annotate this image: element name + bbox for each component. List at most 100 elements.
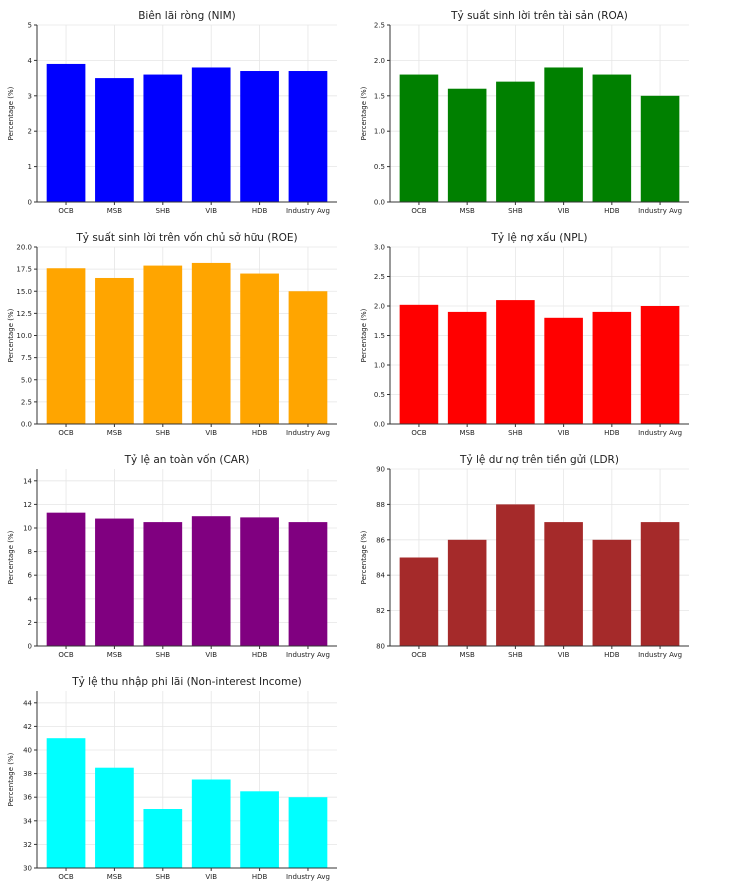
x-tick-label: SHB (156, 207, 171, 215)
bar-ocb (46, 512, 86, 646)
chart-1: 0 1 2 3 4 5 OCB MSB SHB VIB HDB Industry Avg Biên lã… (7, 10, 337, 215)
x-tick-label: Industry Avg (638, 429, 682, 437)
bar-vib (191, 262, 231, 424)
bar-industry-avg (640, 306, 680, 424)
y-tick-label: 44 (23, 699, 32, 707)
bar-msb (447, 539, 487, 646)
chart-title: Tỷ lệ thu nhập phi lãi (Non-interest Inc… (71, 676, 302, 688)
bar-ocb (399, 557, 439, 646)
y-tick-label: 0.0 (21, 421, 32, 429)
bar-msb (447, 88, 487, 202)
chart-title: Tỷ lệ nợ xấu (NPL) (491, 232, 588, 244)
x-tick-label: OCB (58, 651, 73, 659)
x-tick-label: Industry Avg (638, 651, 682, 659)
y-axis-label: Percentage (%) (360, 308, 368, 362)
x-tick-label: HDB (252, 873, 268, 881)
bar-msb (447, 311, 487, 424)
bar-shb (496, 504, 535, 646)
bar-vib (544, 317, 583, 424)
x-tick-label: MSB (460, 207, 475, 215)
chart-title: Tỷ suất sinh lời trên tài sản (ROA) (450, 10, 628, 22)
bar-hdb (592, 311, 632, 424)
y-tick-label: 34 (23, 817, 32, 825)
y-tick-label: 42 (23, 723, 32, 731)
bar-shb (496, 81, 535, 202)
y-tick-label: 82 (376, 607, 385, 615)
y-tick-label: 80 (376, 643, 385, 651)
bar-vib (191, 67, 231, 202)
y-tick-label: 4 (28, 57, 33, 65)
y-tick-label: 10.0 (16, 332, 32, 340)
y-tick-label: 0.0 (374, 199, 385, 207)
bar-vib (191, 516, 231, 646)
x-tick-label: SHB (508, 651, 523, 659)
bar-hdb (240, 517, 279, 646)
chart-3: 0.0 2.5 5.0 7.5 10.0 12.5 15.0 17.5 20.0 OCB MSB SH… (7, 232, 337, 437)
y-tick-label: 3 (28, 92, 32, 100)
y-tick-label: 8 (28, 548, 32, 556)
y-axis-label: Percentage (%) (360, 86, 368, 140)
x-tick-label: HDB (252, 651, 268, 659)
y-axis-label: Percentage (%) (360, 530, 368, 584)
x-tick-label: SHB (508, 207, 523, 215)
y-tick-label: 12.5 (16, 310, 32, 318)
y-tick-label: 2.5 (21, 398, 32, 406)
bar-shb (143, 522, 183, 646)
chart-title: Tỷ suất sinh lời trên vốn chủ sở hữu (RO… (75, 232, 297, 244)
x-tick-label: SHB (508, 429, 523, 437)
chart-6: 80 82 84 86 88 90 OCB MSB SHB VIB HDB Industry Avg T… (360, 454, 689, 659)
x-tick-label: OCB (58, 207, 73, 215)
bar-industry-avg (640, 522, 680, 646)
bar-industry-avg (288, 797, 328, 868)
x-tick-label: Industry Avg (286, 651, 330, 659)
y-axis-label: Percentage (%) (7, 752, 15, 806)
y-tick-label: 4 (28, 595, 33, 603)
y-tick-label: 2.0 (374, 303, 385, 311)
x-tick-label: VIB (205, 207, 217, 215)
bar-ocb (46, 268, 86, 424)
y-tick-label: 40 (23, 747, 32, 755)
x-tick-label: MSB (107, 429, 122, 437)
x-tick-label: MSB (107, 651, 122, 659)
bar-msb (95, 518, 134, 646)
y-tick-label: 2.0 (374, 57, 385, 65)
x-tick-label: VIB (205, 873, 217, 881)
y-tick-label: 90 (376, 466, 385, 474)
chart-7: 30 32 34 36 38 40 42 44 OCB MSB SHB VIB HDB Industry … (7, 676, 337, 881)
y-tick-label: 2 (28, 619, 32, 627)
y-tick-label: 0 (28, 199, 32, 207)
y-tick-label: 0 (28, 643, 32, 651)
bar-hdb (592, 539, 632, 646)
x-tick-label: VIB (558, 429, 570, 437)
y-tick-label: 30 (23, 865, 32, 873)
y-tick-label: 84 (376, 572, 385, 580)
y-tick-label: 0.5 (374, 391, 385, 399)
y-axis-label: Percentage (%) (7, 308, 15, 362)
bar-vib (191, 779, 231, 868)
bar-hdb (240, 273, 279, 424)
y-tick-label: 36 (23, 794, 32, 802)
bar-industry-avg (288, 71, 328, 203)
bar-vib (544, 522, 583, 646)
x-tick-label: HDB (252, 429, 268, 437)
bar-msb (95, 767, 134, 868)
x-tick-label: Industry Avg (286, 207, 330, 215)
bar-ocb (46, 738, 86, 868)
bar-hdb (592, 74, 632, 202)
y-tick-label: 15.0 (16, 288, 32, 296)
chart-title: Tỷ lệ dư nợ trên tiền gửi (LDR) (459, 454, 619, 466)
bar-shb (143, 74, 183, 202)
y-tick-label: 1.5 (374, 92, 385, 100)
chart-2: 0.0 0.5 1.0 1.5 2.0 2.5 OCB MSB SHB VIB HDB Industr… (360, 10, 689, 215)
y-tick-label: 5.0 (21, 376, 32, 384)
x-tick-label: OCB (58, 429, 73, 437)
x-tick-label: VIB (558, 651, 570, 659)
bar-shb (496, 300, 535, 424)
x-tick-label: SHB (156, 429, 171, 437)
y-axis-label: Percentage (%) (7, 530, 15, 584)
y-tick-label: 1.0 (374, 128, 385, 136)
y-tick-label: 1.0 (374, 362, 385, 370)
x-tick-label: SHB (156, 873, 171, 881)
y-tick-label: 3.0 (374, 244, 385, 252)
